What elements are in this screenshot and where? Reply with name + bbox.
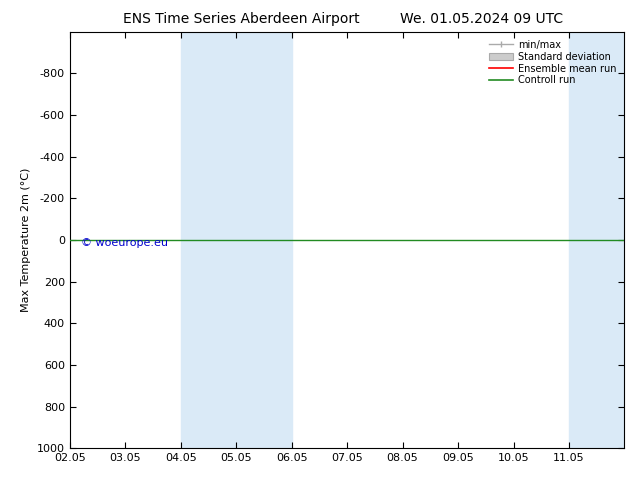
Text: © woeurope.eu: © woeurope.eu <box>81 238 168 248</box>
Bar <box>569 32 634 448</box>
Bar <box>181 32 292 448</box>
Legend: min/max, Standard deviation, Ensemble mean run, Controll run: min/max, Standard deviation, Ensemble me… <box>486 37 619 88</box>
Text: We. 01.05.2024 09 UTC: We. 01.05.2024 09 UTC <box>400 12 564 26</box>
Text: ENS Time Series Aberdeen Airport: ENS Time Series Aberdeen Airport <box>122 12 359 26</box>
Y-axis label: Max Temperature 2m (°C): Max Temperature 2m (°C) <box>22 168 31 312</box>
